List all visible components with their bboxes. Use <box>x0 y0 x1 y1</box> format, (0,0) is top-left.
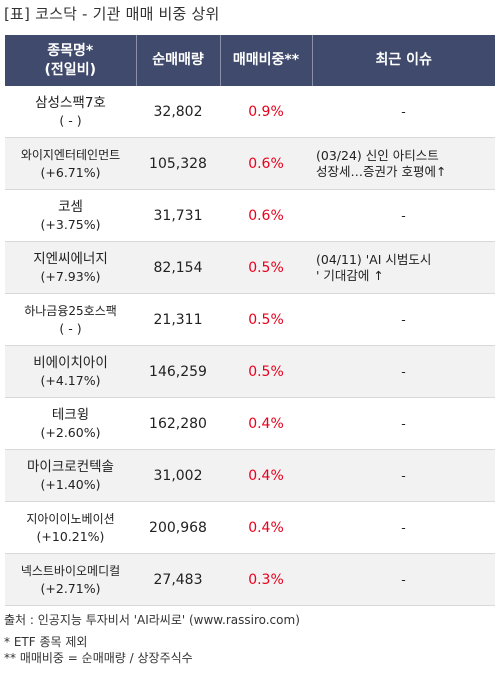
stock-name: 비에이치아이 <box>33 354 108 371</box>
net-volume: 31,731 <box>136 189 220 242</box>
net-volume: 105,328 <box>136 137 220 190</box>
recent-issue: - <box>312 345 495 398</box>
net-volume: 27,483 <box>136 553 220 606</box>
price-change: (+6.71%) <box>40 164 101 180</box>
stock-name: 와이지엔터테인먼트 <box>20 147 121 162</box>
header-stock-name: 종목명* (전일비) <box>5 35 137 86</box>
source-note: 출처 : 인공지능 투자비서 'AI라씨로' (www.rassiro.com) <box>4 613 300 627</box>
table-row: 마이크로컨텍솔 (+1.40%) 31,002 0.4% - <box>5 449 495 502</box>
price-change: (+10.21%) <box>36 528 105 544</box>
header-net-volume: 순매매량 <box>136 35 221 86</box>
stock-name: 마이크로컨텍솔 <box>27 458 114 475</box>
net-volume: 82,154 <box>136 241 220 294</box>
stock-cell: 비에이치아이 (+4.17%) <box>5 345 136 398</box>
stock-name: 지엔씨에너지 <box>33 250 108 267</box>
price-change: (+2.71%) <box>40 580 101 596</box>
table-row: 코셈 (+3.75%) 31,731 0.6% - <box>5 189 495 242</box>
header-recent-issue: 최근 이슈 <box>312 35 495 86</box>
footnote-ratio: ** 매매비중 = 순매매량 / 상장주식수 <box>4 651 193 665</box>
stock-name: 삼성스팩7호 <box>35 94 106 111</box>
issue-line1: - <box>401 311 406 327</box>
stock-name: 하나금융25호스팩 <box>24 303 117 318</box>
stock-cell: 와이지엔터테인먼트 (+6.71%) <box>5 137 136 190</box>
recent-issue: (04/11) 'AI 시범도시 ' 기대감에 ↑ <box>312 241 495 294</box>
issue-line1: - <box>401 363 406 379</box>
issue-line1: - <box>401 207 406 223</box>
stock-name: 테크윙 <box>51 406 90 423</box>
issue-line1: - <box>401 103 406 119</box>
trade-ratio: 0.3% <box>220 553 312 606</box>
price-change: (+1.40%) <box>40 476 101 492</box>
table-row: 하나금융25호스팩 ( - ) 21,311 0.5% - <box>5 293 495 346</box>
stock-name: 코셈 <box>58 198 83 215</box>
table-row: 지아이이노베이션 (+10.21%) 200,968 0.4% - <box>5 501 495 554</box>
recent-issue: - <box>312 553 495 606</box>
footer-notes: 출처 : 인공지능 투자비서 'AI라씨로' (www.rassiro.com)… <box>4 612 300 666</box>
stock-cell: 마이크로컨텍솔 (+1.40%) <box>5 449 136 502</box>
recent-issue: - <box>312 86 495 138</box>
stock-cell: 코셈 (+3.75%) <box>5 189 136 242</box>
net-volume: 31,002 <box>136 449 220 502</box>
stock-name: 넥스트바이오메디컬 <box>20 563 121 578</box>
net-volume: 162,280 <box>136 397 220 450</box>
trade-ratio: 0.5% <box>220 241 312 294</box>
issue-line1: - <box>401 519 406 535</box>
issue-line1: - <box>401 571 406 587</box>
issue-line1: (04/11) 'AI 시범도시 <box>316 251 432 267</box>
trade-ratio: 0.4% <box>220 397 312 450</box>
issue-line1: - <box>401 467 406 483</box>
stock-cell: 삼성스팩7호( - ) <box>5 86 136 138</box>
issue-line2: ' 기대감에 ↑ <box>316 267 384 283</box>
net-volume: 146,259 <box>136 345 220 398</box>
page-title: [표] 코스닥 - 기관 매매 비중 상위 <box>4 5 220 23</box>
recent-issue: - <box>312 293 495 346</box>
header-stock-name-line1: 종목명* <box>47 42 94 59</box>
price-change: (+4.17%) <box>40 372 101 388</box>
price-change: ( - ) <box>59 320 82 336</box>
recent-issue: - <box>312 397 495 450</box>
stock-name: 지아이이노베이션 <box>26 511 115 526</box>
trade-ratio: 0.4% <box>220 449 312 502</box>
net-volume: 200,968 <box>136 501 220 554</box>
stock-cell: 지엔씨에너지 (+7.93%) <box>5 241 136 294</box>
table-header-row: 종목명* (전일비) 순매매량 매매비중** 최근 이슈 <box>5 35 495 86</box>
stock-cell: 하나금융25호스팩 ( - ) <box>5 293 136 346</box>
net-volume: 32,802 <box>136 86 220 138</box>
trade-ratio: 0.4% <box>220 501 312 554</box>
price-change: (+3.75%) <box>40 216 101 232</box>
price-change: ( - ) <box>59 112 82 128</box>
stock-cell: 지아이이노베이션 (+10.21%) <box>5 501 136 554</box>
price-change: (+7.93%) <box>40 268 101 284</box>
stock-cell: 넥스트바이오메디컬 (+2.71%) <box>5 553 136 606</box>
table-row: 지엔씨에너지 (+7.93%) 82,154 0.5% (04/11) 'AI 시범도시… <box>5 241 495 294</box>
header-stock-name-line2: (전일비) <box>44 61 96 78</box>
recent-issue: (03/24) 신인 아티스트 성장세…증권가 호평에↑ <box>312 137 495 190</box>
header-trade-ratio: 매매비중** <box>220 35 313 86</box>
table-row: 와이지엔터테인먼트 (+6.71%) 105,328 0.6% (03/24) 신인 아… <box>5 137 495 190</box>
recent-issue: - <box>312 501 495 554</box>
table-row: 비에이치아이 (+4.17%) 146,259 0.5% - <box>5 345 495 398</box>
stock-cell: 테크윙 (+2.60%) <box>5 397 136 450</box>
table-row: 넥스트바이오메디컬 (+2.71%) 27,483 0.3% - <box>5 553 495 606</box>
trade-ratio: 0.5% <box>220 293 312 346</box>
ranking-table: 종목명* (전일비) 순매매량 매매비중** 최근 이슈 삼성스팩7호( - )… <box>5 35 495 606</box>
issue-line1: - <box>401 415 406 431</box>
trade-ratio: 0.9% <box>220 86 312 138</box>
table-row: 삼성스팩7호( - ) 32,802 0.9% - <box>5 86 495 138</box>
recent-issue: - <box>312 189 495 242</box>
trade-ratio: 0.6% <box>220 189 312 242</box>
recent-issue: - <box>312 449 495 502</box>
issue-line2: 성장세…증권가 호평에↑ <box>316 163 447 179</box>
table-row: 테크윙 (+2.60%) 162,280 0.4% - <box>5 397 495 450</box>
footnote-etf: * ETF 종목 제외 <box>4 635 88 649</box>
net-volume: 21,311 <box>136 293 220 346</box>
price-change: (+2.60%) <box>40 424 101 440</box>
trade-ratio: 0.6% <box>220 137 312 190</box>
trade-ratio: 0.5% <box>220 345 312 398</box>
issue-line1: (03/24) 신인 아티스트 <box>316 147 439 163</box>
